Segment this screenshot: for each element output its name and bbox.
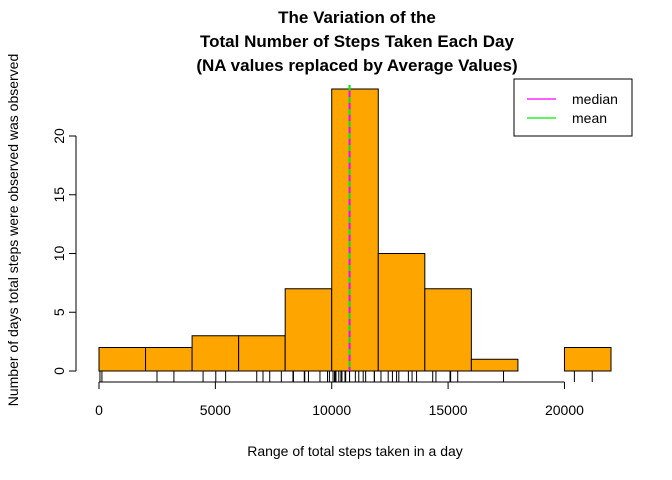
legend-box	[513, 78, 633, 137]
histogram-bar-4	[284, 288, 333, 372]
rug-marks	[99, 371, 593, 382]
chart-title-line-1: The Variation of the	[278, 8, 436, 27]
chart-title-line-3: (NA values replaced by Average Values)	[196, 56, 517, 75]
y-tick-label-5: 5	[51, 308, 67, 316]
legend-label-median: median	[572, 91, 618, 107]
x-tick-label-20000: 20000	[545, 402, 584, 418]
y-tick-label-0: 0	[51, 367, 67, 375]
histogram-bar-1	[145, 347, 193, 372]
x-tick-label-0: 0	[95, 402, 103, 418]
histogram-bars	[98, 88, 612, 372]
histogram-bar-5	[331, 88, 379, 372]
x-axis: 0 5000 10000 15000 20000	[95, 381, 584, 418]
histogram-bar-7	[424, 288, 472, 372]
x-tick-label-5000: 5000	[200, 402, 231, 418]
y-tick-label-15: 15	[51, 187, 67, 203]
y-tick-label-10: 10	[51, 246, 67, 262]
histogram-bar-8	[470, 358, 519, 372]
histogram-bar-6	[377, 253, 426, 372]
histogram-bar-10	[563, 347, 612, 372]
histogram-bar-3	[238, 335, 286, 372]
histogram-bar-0	[98, 347, 147, 372]
y-axis-label: Number of days total steps were observed…	[5, 54, 21, 407]
legend-label-mean: mean	[572, 110, 607, 126]
x-tick-label-10000: 10000	[312, 402, 351, 418]
x-axis-label: Range of total steps taken in a day	[247, 443, 463, 459]
x-tick-label-15000: 15000	[429, 402, 468, 418]
chart-title: The Variation of the Total Number of Ste…	[196, 8, 517, 75]
histogram-bar-2	[191, 335, 240, 372]
chart-title-line-2: Total Number of Steps Taken Each Day	[200, 32, 514, 51]
y-tick-label-20: 20	[51, 128, 67, 144]
y-axis: 0 5 10 15 20	[51, 128, 77, 375]
legend: median mean	[513, 78, 633, 137]
